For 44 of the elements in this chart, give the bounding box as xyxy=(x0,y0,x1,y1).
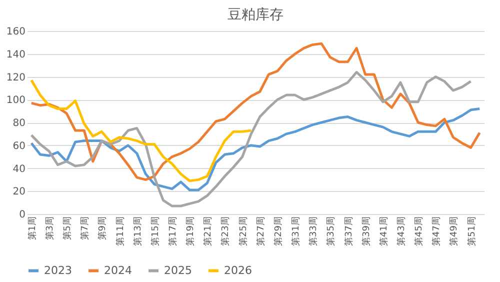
x-tick-label: 第33周 xyxy=(308,216,320,246)
y-tick-label: 20 xyxy=(12,186,26,198)
y-tick-label: 80 xyxy=(12,118,26,129)
x-tick-label: 第13周 xyxy=(132,216,144,246)
legend-label: 2026 xyxy=(224,264,252,277)
y-tick-label: 0 xyxy=(19,210,26,220)
x-tick-label: 第15周 xyxy=(150,216,161,246)
x-tick-label: 第25周 xyxy=(238,216,249,246)
x-tick-label: 第23周 xyxy=(220,216,232,246)
x-tick-label: 第21周 xyxy=(202,216,214,246)
y-tick-label: 160 xyxy=(6,26,26,38)
x-tick-label: 第17周 xyxy=(168,216,179,246)
line-series xyxy=(30,42,481,181)
x-tick-label: 第5周 xyxy=(62,216,74,240)
legend-label: 2023 xyxy=(44,264,72,277)
line-series xyxy=(30,78,252,182)
y-tick-label: 40 xyxy=(12,164,26,175)
x-tick-label: 第45周 xyxy=(414,216,425,246)
x-tick-label: 第47周 xyxy=(431,216,442,246)
y-tick-label: 120 xyxy=(6,72,26,84)
x-tick-label: 第31周 xyxy=(290,216,302,246)
y-tick-label: 100 xyxy=(6,95,26,106)
x-tick-label: 第3周 xyxy=(44,216,56,240)
line-series xyxy=(30,70,472,208)
x-tick-label: 第43周 xyxy=(396,216,408,246)
legend-label: 2024 xyxy=(104,264,132,277)
x-tick-label: 第1周 xyxy=(26,216,38,240)
legend-label: 2025 xyxy=(164,264,192,277)
x-tick-label: 第49周 xyxy=(448,216,460,246)
y-tick-label: 60 xyxy=(12,140,26,152)
x-tick-label: 第37周 xyxy=(343,216,354,246)
x-tick-label: 第19周 xyxy=(185,216,196,246)
x-tick-label: 第41周 xyxy=(378,216,390,246)
line-series xyxy=(30,108,481,192)
y-tick-label: 140 xyxy=(6,49,26,60)
x-tick-label: 第29周 xyxy=(272,216,284,246)
chart-title: 豆粕库存 xyxy=(228,7,284,23)
x-tick-label: 第51周 xyxy=(466,216,478,246)
x-tick-label: 第11周 xyxy=(114,216,126,246)
x-tick-label: 第9周 xyxy=(97,216,108,240)
x-tick-label: 第7周 xyxy=(80,216,91,240)
x-tick-label: 第35周 xyxy=(326,216,337,246)
x-tick-label: 第27周 xyxy=(255,216,266,246)
x-tick-label: 第39周 xyxy=(360,216,372,246)
